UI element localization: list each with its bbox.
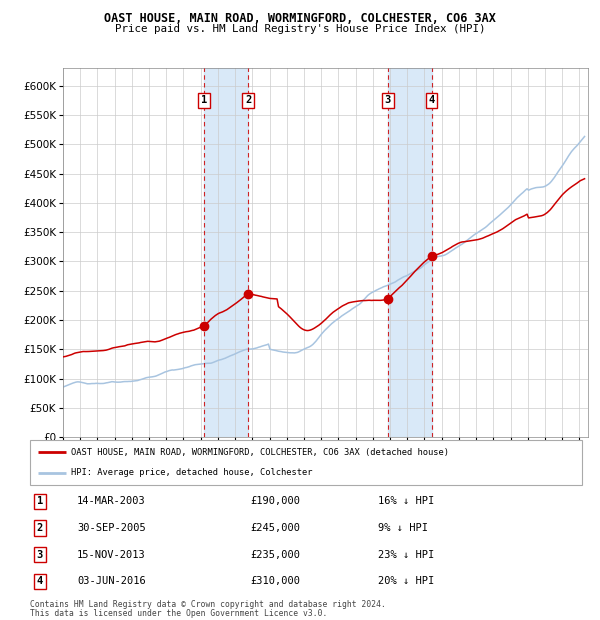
Bar bbox=[388, 68, 432, 437]
Text: 1: 1 bbox=[201, 95, 207, 105]
Text: 4: 4 bbox=[37, 577, 43, 587]
FancyBboxPatch shape bbox=[30, 440, 582, 485]
Text: 4: 4 bbox=[428, 95, 435, 105]
Text: 9% ↓ HPI: 9% ↓ HPI bbox=[378, 523, 428, 533]
Text: 3: 3 bbox=[385, 95, 391, 105]
Text: 2: 2 bbox=[37, 523, 43, 533]
Text: 2: 2 bbox=[245, 95, 251, 105]
Text: Price paid vs. HM Land Registry's House Price Index (HPI): Price paid vs. HM Land Registry's House … bbox=[115, 24, 485, 33]
Text: 1: 1 bbox=[37, 497, 43, 507]
Text: £235,000: £235,000 bbox=[251, 550, 301, 560]
Text: This data is licensed under the Open Government Licence v3.0.: This data is licensed under the Open Gov… bbox=[30, 609, 328, 618]
Text: £245,000: £245,000 bbox=[251, 523, 301, 533]
Text: £310,000: £310,000 bbox=[251, 577, 301, 587]
Bar bbox=[204, 68, 248, 437]
Text: 14-MAR-2003: 14-MAR-2003 bbox=[77, 497, 146, 507]
Text: 30-SEP-2005: 30-SEP-2005 bbox=[77, 523, 146, 533]
Text: £190,000: £190,000 bbox=[251, 497, 301, 507]
Text: 20% ↓ HPI: 20% ↓ HPI bbox=[378, 577, 434, 587]
Text: Contains HM Land Registry data © Crown copyright and database right 2024.: Contains HM Land Registry data © Crown c… bbox=[30, 600, 386, 609]
Text: 15-NOV-2013: 15-NOV-2013 bbox=[77, 550, 146, 560]
Text: OAST HOUSE, MAIN ROAD, WORMINGFORD, COLCHESTER, CO6 3AX (detached house): OAST HOUSE, MAIN ROAD, WORMINGFORD, COLC… bbox=[71, 448, 449, 457]
Text: 16% ↓ HPI: 16% ↓ HPI bbox=[378, 497, 434, 507]
Text: HPI: Average price, detached house, Colchester: HPI: Average price, detached house, Colc… bbox=[71, 468, 313, 477]
Text: 03-JUN-2016: 03-JUN-2016 bbox=[77, 577, 146, 587]
Text: OAST HOUSE, MAIN ROAD, WORMINGFORD, COLCHESTER, CO6 3AX: OAST HOUSE, MAIN ROAD, WORMINGFORD, COLC… bbox=[104, 12, 496, 25]
Text: 23% ↓ HPI: 23% ↓ HPI bbox=[378, 550, 434, 560]
Text: 3: 3 bbox=[37, 550, 43, 560]
